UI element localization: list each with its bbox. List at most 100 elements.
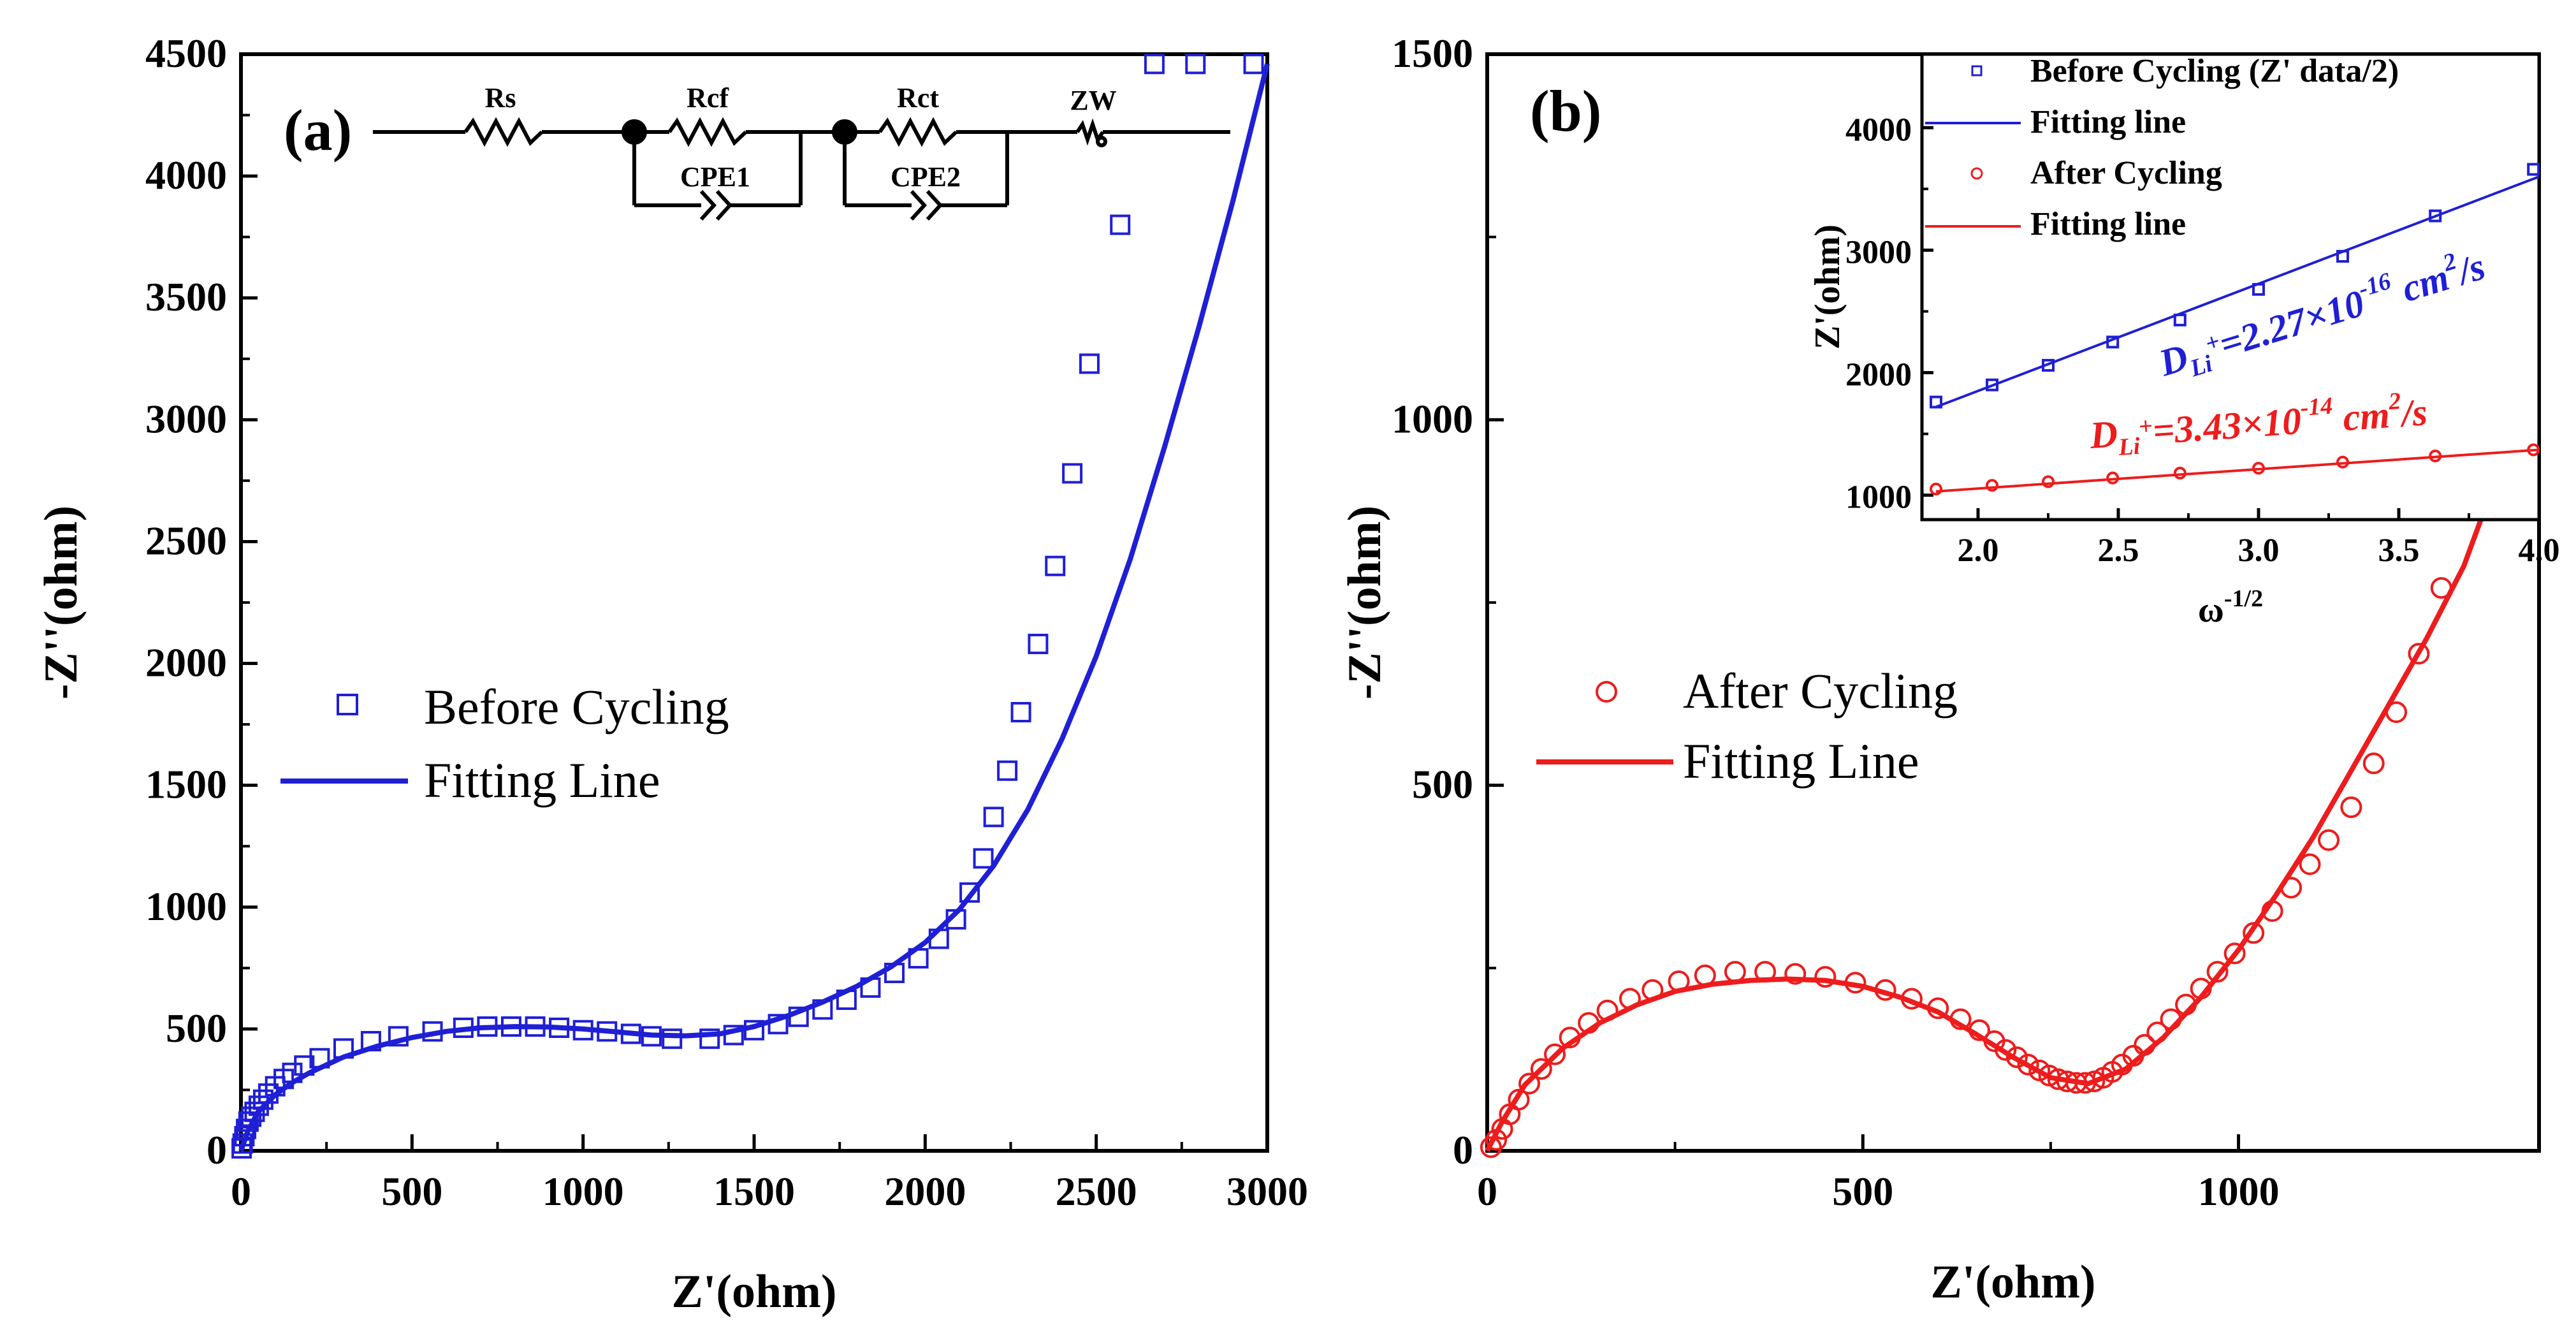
fit-line [1935, 448, 2540, 493]
cpe1-icon [699, 189, 717, 221]
x-tick-label: 2000 [884, 1169, 966, 1214]
y-tick-label: 3000 [1845, 234, 1912, 270]
legend-circle-marker-icon [1970, 167, 1983, 180]
data-point [232, 1133, 253, 1154]
legend-after-cycling: After Cycling [1683, 663, 1958, 719]
data-point [1724, 961, 1746, 983]
y-tick-label: 0 [207, 1127, 227, 1173]
data-point [1986, 479, 1998, 492]
data-point [1995, 1039, 2017, 1061]
inset-plot: 2.0 2.5 3.0 3.5 4.0 1000 2000 3000 4000 Before C… [1808, 52, 2560, 630]
panel-b-x-label: Z'(ohm) [1931, 1256, 2096, 1308]
inset-legend: Before Cycling (Z' data/2) Fitting line … [1925, 53, 2399, 242]
circuit-label-cpe1: CPE1 [680, 161, 750, 193]
inset-legend-fit-1: Fitting line [2030, 104, 2186, 140]
x-tick-label: 3.0 [2238, 532, 2280, 569]
y-tick-label: 2000 [145, 640, 227, 685]
panel-a: 0 500 1000 1500 2000 2500 3000 0 500 1000 1500 2000… [35, 31, 1308, 1318]
equivalent-circuit [373, 117, 1230, 221]
inset-x-label: ω-1/2 [2198, 585, 2263, 630]
fit-line [1935, 175, 2540, 409]
y-tick-label: 1500 [1392, 31, 1473, 76]
legend-square-marker-icon [337, 694, 358, 715]
inset-legend-after: After Cycling [2030, 155, 2222, 191]
x-tick-label: 500 [381, 1169, 442, 1214]
data-point [1110, 214, 1131, 235]
data-point [1530, 1058, 1552, 1080]
inset-legend-fit-2: Fitting line [2030, 206, 2186, 242]
x-tick-label: 3.5 [2378, 532, 2420, 569]
y-tick-label: 1500 [145, 762, 227, 807]
panel-b-label: (b) [1530, 78, 1601, 143]
y-tick-label: 1000 [145, 884, 227, 929]
x-tick-label: 2.5 [2098, 532, 2139, 569]
y-tick-label: 4000 [145, 152, 227, 198]
data-point [2340, 796, 2362, 819]
data-point [699, 1028, 720, 1049]
data-point [2005, 1046, 2028, 1069]
data-point [2527, 163, 2540, 176]
panel-b: 0 500 1000 0 500 1000 1500 (b) After Cycling F… [1339, 31, 2560, 1308]
data-point [1784, 963, 1807, 985]
y-tick-label: 3500 [145, 274, 227, 319]
y-tick-label: 1000 [1392, 396, 1473, 441]
x-tick-label: 2.0 [1958, 532, 1999, 569]
x-tick-label: 1000 [542, 1169, 624, 1214]
data-point [973, 848, 994, 869]
fit-line [238, 63, 1270, 1152]
data-point [2318, 829, 2340, 851]
data-point [959, 882, 980, 903]
data-point [1045, 555, 1066, 576]
panel-a-ticks: 0 500 1000 1500 2000 2500 3000 0 500 1000 1500 2000… [145, 31, 1308, 1214]
cpe2-icon [910, 189, 928, 221]
x-tick-label: 0 [1477, 1169, 1497, 1214]
panel-a-data [231, 54, 1270, 1159]
data-point [1814, 966, 1837, 988]
panel-a-label: (a) [284, 98, 352, 163]
data-point [1079, 353, 1100, 374]
data-point [997, 760, 1018, 781]
rcf-resistor-icon [667, 117, 748, 147]
data-point [1144, 54, 1165, 75]
fit-line [1485, 462, 2504, 1152]
cpe2-icon [926, 189, 943, 221]
circuit-label-rs: Rs [485, 82, 516, 113]
data-point [2206, 961, 2229, 983]
data-point [2362, 752, 2385, 775]
data-point [1062, 463, 1083, 484]
circuit-label-rcf: Rcf [687, 82, 729, 113]
inset-frame [1920, 52, 2541, 522]
circuit-label-zw: ZW [1070, 85, 1116, 116]
data-point [2017, 1053, 2039, 1076]
x-tick-label: 2500 [1056, 1169, 1137, 1214]
legend-fitting-line: Fitting Line [1683, 733, 1919, 789]
panel-a-y-label: -Z''(ohm) [35, 506, 87, 699]
x-tick-label: 1500 [713, 1169, 795, 1214]
y-tick-label: 2000 [1845, 356, 1912, 393]
inset-legend-before: Before Cycling (Z' data/2) [2030, 53, 2399, 89]
legend-square-marker-icon [1971, 65, 1983, 77]
panel-b-y-label: -Z''(ohm) [1339, 506, 1391, 699]
panel-a-legend: Before Cycling Fitting Line [280, 679, 729, 808]
data-point [2042, 475, 2055, 488]
data-point [1930, 482, 1942, 495]
data-point [2223, 942, 2246, 965]
y-tick-label: 500 [166, 1005, 227, 1051]
x-tick-label: 500 [1832, 1169, 1893, 1214]
x-tick-label: 0 [231, 1169, 251, 1214]
data-point [1930, 395, 1942, 409]
inset-background [1922, 54, 2539, 520]
inset-data [1930, 163, 2540, 495]
y-tick-label: 1000 [1845, 479, 1912, 516]
cpe1-icon [715, 189, 733, 221]
data-point [1243, 54, 1264, 75]
panel-b-legend: After Cycling Fitting Line [1536, 663, 1958, 789]
legend-fitting-line: Fitting Line [424, 752, 660, 808]
warburg-icon [1096, 136, 1107, 147]
panel-b-ticks: 0 500 1000 0 500 1000 1500 [1392, 31, 2280, 1214]
panel-a-x-label: Z'(ohm) [672, 1266, 837, 1318]
data-point [1010, 702, 1031, 722]
data-point [983, 807, 1004, 828]
y-tick-label: 3000 [145, 396, 227, 441]
